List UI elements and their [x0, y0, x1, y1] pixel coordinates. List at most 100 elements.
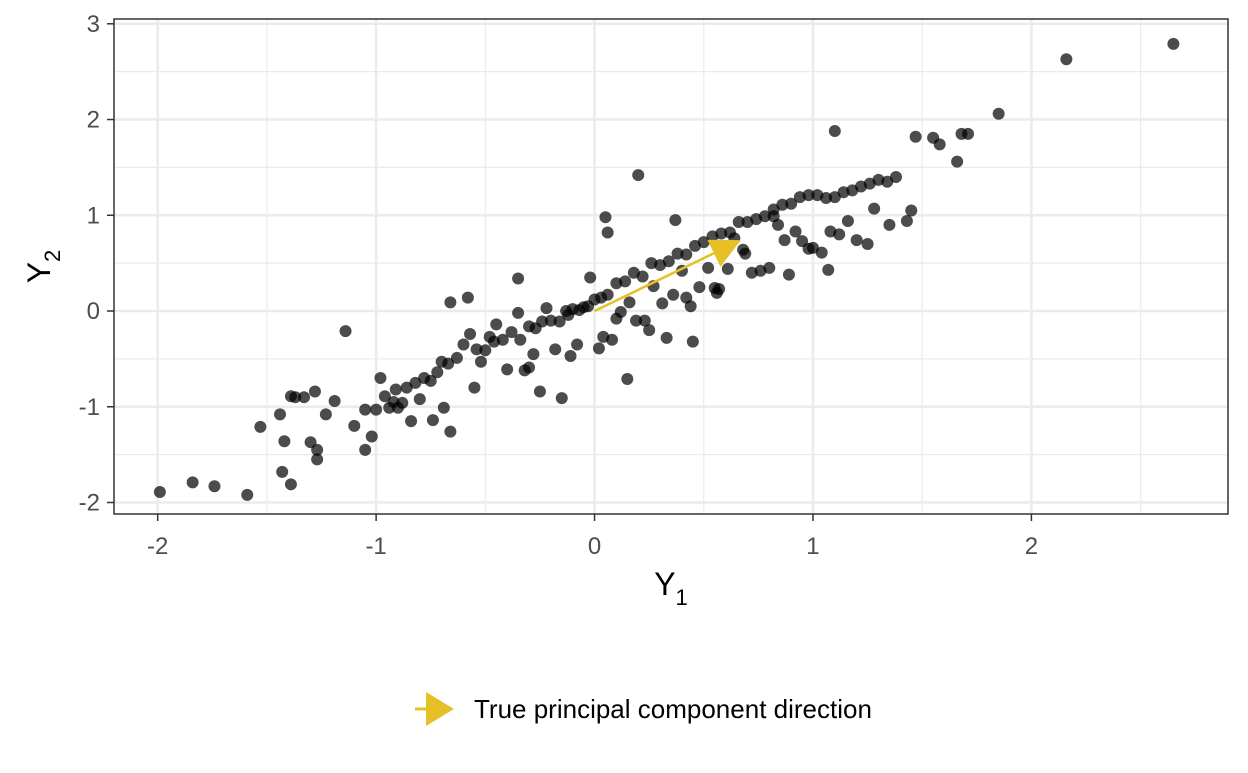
x-tick-label: 2 — [1025, 533, 1038, 560]
data-point — [359, 443, 372, 456]
data-point — [841, 215, 854, 228]
data-point — [822, 263, 835, 276]
data-point — [721, 262, 734, 275]
y-tick-label: 3 — [87, 11, 100, 38]
data-point — [662, 255, 675, 268]
data-point — [483, 330, 496, 343]
data-point — [824, 225, 837, 238]
data-point — [254, 420, 267, 433]
data-point — [400, 381, 413, 394]
data-point — [656, 297, 669, 310]
data-point — [276, 465, 289, 478]
data-point — [776, 198, 789, 211]
y-tick-label: -2 — [79, 490, 100, 517]
data-point — [778, 234, 791, 247]
points-layer — [153, 37, 1180, 501]
data-point — [861, 238, 874, 250]
data-point — [536, 315, 549, 328]
data-point — [828, 191, 841, 204]
data-point — [820, 192, 833, 205]
data-point — [889, 170, 902, 183]
data-point — [992, 107, 1005, 120]
data-point — [592, 342, 605, 355]
legend: True principal component direction — [415, 692, 872, 726]
data-point — [153, 485, 166, 498]
data-point — [468, 381, 481, 394]
data-point — [802, 189, 815, 202]
data-point — [601, 226, 614, 239]
x-tick-label: 1 — [806, 533, 819, 560]
data-point — [599, 211, 612, 224]
data-point — [540, 302, 553, 315]
data-point — [577, 301, 590, 314]
data-point — [702, 261, 715, 274]
data-point — [667, 288, 680, 301]
data-point — [754, 264, 767, 277]
data-point — [470, 343, 483, 356]
data-point — [601, 288, 614, 301]
data-point — [619, 275, 632, 288]
data-point — [614, 305, 627, 318]
data-point — [186, 476, 199, 489]
data-point — [308, 385, 321, 398]
data-point — [900, 215, 913, 228]
data-point — [396, 396, 409, 409]
data-point — [378, 390, 391, 403]
data-point — [553, 315, 566, 328]
data-point — [737, 243, 750, 256]
data-point — [555, 392, 568, 405]
data-point — [512, 272, 525, 285]
data-point — [431, 366, 444, 379]
data-point — [319, 408, 332, 421]
data-point — [710, 286, 723, 299]
data-point — [339, 325, 352, 338]
data-point — [409, 376, 422, 389]
data-point — [623, 296, 636, 309]
data-point — [621, 373, 634, 385]
data-point — [636, 270, 649, 283]
data-point — [474, 355, 487, 368]
data-point — [505, 326, 518, 339]
data-point — [311, 443, 324, 456]
data-point — [697, 236, 710, 249]
data-point — [437, 401, 450, 414]
data-point — [1167, 37, 1180, 50]
data-point — [348, 419, 361, 432]
y-axis-title-main: Y — [21, 262, 57, 283]
grid-layer — [114, 19, 1228, 514]
data-point — [643, 324, 656, 337]
data-point — [597, 330, 610, 343]
panel-border — [113, 18, 1229, 515]
data-point — [549, 343, 562, 356]
data-point — [442, 357, 455, 370]
data-point — [413, 393, 426, 406]
data-point — [359, 403, 372, 416]
data-point — [564, 350, 577, 363]
data-point — [828, 125, 841, 138]
x-axis-title-main: Y — [654, 566, 675, 602]
data-point — [782, 268, 795, 281]
data-point — [501, 363, 514, 376]
data-point — [909, 130, 922, 143]
pc-arrow-shaft — [594, 252, 715, 313]
data-point — [328, 395, 341, 408]
data-point — [365, 430, 378, 443]
data-point — [444, 425, 457, 438]
data-point — [638, 314, 651, 327]
data-point — [883, 218, 896, 231]
y-tick-label: 2 — [87, 107, 100, 134]
data-point — [527, 348, 540, 361]
data-point — [461, 291, 474, 304]
data-point — [660, 331, 673, 344]
y-tick-label: 1 — [87, 202, 100, 229]
data-point — [584, 271, 597, 284]
data-point — [715, 227, 728, 240]
x-tick-label: -1 — [365, 533, 386, 560]
data-point — [951, 155, 964, 168]
data-point — [1060, 53, 1073, 66]
data-point — [278, 435, 291, 448]
data-point — [669, 214, 682, 227]
data-point — [496, 333, 509, 346]
data-point — [479, 344, 492, 357]
data-point — [789, 225, 802, 238]
